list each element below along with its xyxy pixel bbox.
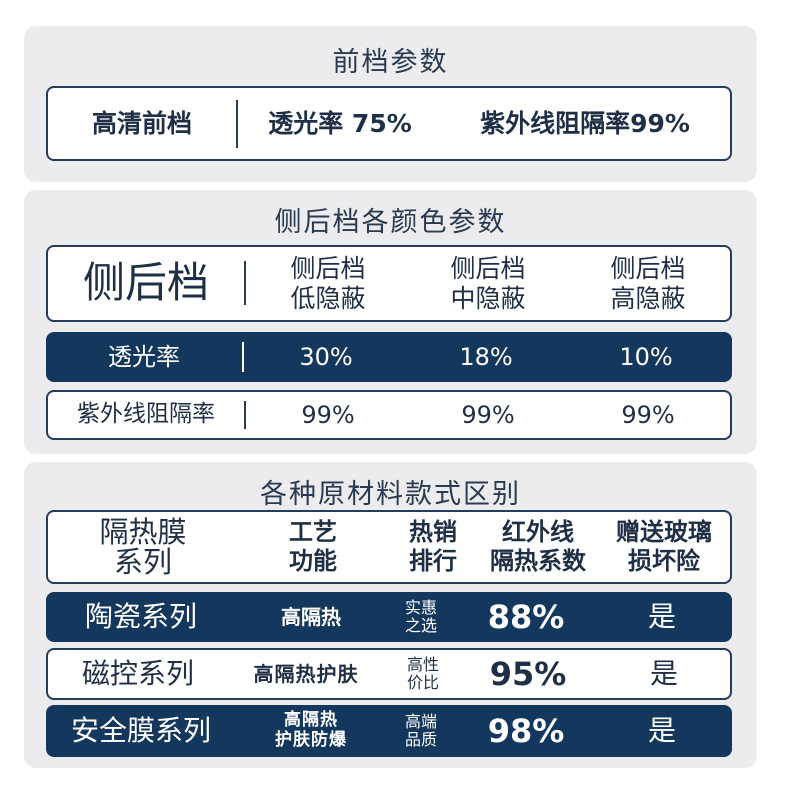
front-box: 高清前档 透光率 75% 紫外线阻隔率99% [46,86,732,161]
front-label: 高清前档 [91,108,192,138]
side-col-high-line2: 高隐蔽 [610,283,686,313]
side-col-mid-line2: 中隐蔽 [450,283,526,313]
side-uv-high: 99% [621,400,675,429]
safety-rank-line2: 品质 [404,730,437,749]
side-label: 侧后档 [82,258,209,308]
front-transmittance: 透光率 75% [268,108,412,138]
magnetron-coef: 95% [489,654,567,693]
front-divider [236,100,238,148]
materials-header-coef-line1: 红外线 [502,518,574,547]
materials-header-box: 隔热膜 系列 工艺 功能 热销 排行 红外线 隔热系数 赠送玻璃 损坏险 [46,510,732,584]
materials-header-coef: 红外线 隔热系数 [478,512,598,582]
ceramic-series: 陶瓷系列 [84,600,197,634]
materials-header-rank-line1: 热销 [409,518,457,547]
magnetron-function: 高隔热护肤 [253,662,359,686]
materials-header-insurance: 赠送玻璃 损坏险 [598,512,730,582]
safety-coef: 98% [487,711,565,750]
front-uv: 紫外线阻隔率99% [480,108,690,138]
side-col-high-line1: 侧后档 [610,253,686,283]
side-header-divider [244,261,246,305]
side-col-high: 侧后档 高隐蔽 [568,247,728,320]
safety-series: 安全膜系列 [70,714,211,748]
materials-header-coef-line2: 隔热系数 [490,547,586,575]
materials-header-rank: 热销 排行 [388,512,478,582]
side-col-low-line1: 侧后档 [290,253,366,283]
ceramic-insurance: 是 [647,600,676,634]
materials-title: 各种原材料款式区别 [260,479,521,510]
materials-row-magnetron: 磁控系列 高隔热护肤 高性 价比 95% 是 [46,648,732,700]
magnetron-rank-line1: 高性 [406,655,439,675]
safety-function-line2: 护肤防爆 [275,730,347,750]
side-col-mid: 侧后档 中隐蔽 [408,247,568,320]
magnetron-insurance: 是 [649,657,678,691]
side-row-transmittance-divider [242,342,244,372]
ceramic-coef: 88% [487,597,565,636]
side-uv-mid: 99% [461,400,515,429]
side-col-low-line2: 低隐蔽 [290,283,366,313]
magnetron-rank: 高性 价比 [388,650,458,698]
side-transmittance-mid: 18% [459,342,513,371]
side-header-box: 侧后档 侧后档 低隐蔽 侧后档 中隐蔽 侧后档 高隐蔽 [46,245,732,322]
materials-panel: 各种原材料款式区别 隔热膜 系列 工艺 功能 热销 排行 红外线 隔热系数 赠送… [24,462,757,768]
materials-header-series-line1: 隔热膜 [99,514,187,549]
safety-rank: 高端 品质 [386,705,456,757]
ceramic-rank-line1: 实惠 [404,598,437,618]
ceramic-function: 高隔热 [281,605,341,629]
materials-header-series: 隔热膜 系列 [48,512,238,582]
materials-header-function-line1: 工艺 [289,518,337,547]
front-panel: 前档参数 高清前档 透光率 75% 紫外线阻隔率99% [24,26,757,182]
materials-row-safety: 安全膜系列 高隔热 护肤防爆 高端 品质 98% 是 [46,705,732,757]
materials-header-insurance-line2: 损坏险 [628,547,700,575]
side-col-low: 侧后档 低隐蔽 [248,247,408,320]
side-row-transmittance: 透光率 30% 18% 10% [46,332,732,382]
side-transmittance-low: 30% [299,342,353,371]
materials-header-rank-line2: 排行 [409,547,457,575]
safety-function-line1: 高隔热 [284,710,338,731]
ceramic-rank: 实惠 之选 [386,592,456,642]
materials-row-ceramic: 陶瓷系列 高隔热 实惠 之选 88% 是 [46,592,732,642]
ceramic-rank-line2: 之选 [404,616,437,635]
safety-function: 高隔热 护肤防爆 [236,705,386,757]
side-panel: 侧后档各颜色参数 侧后档 侧后档 低隐蔽 侧后档 中隐蔽 侧后档 高隐蔽 透光率… [24,190,757,454]
side-row-transmittance-label: 透光率 [108,342,180,371]
materials-header-series-line2: 系列 [113,545,172,579]
side-row-uv-label: 紫外线阻隔率 [77,401,215,428]
safety-rank-line1: 高端 [404,712,437,732]
side-row-uv: 紫外线阻隔率 99% 99% 99% [46,390,732,440]
side-uv-low: 99% [301,400,355,429]
side-col-mid-line1: 侧后档 [450,253,526,283]
magnetron-series: 磁控系列 [81,657,194,691]
materials-header-insurance-line1: 赠送玻璃 [616,518,712,547]
materials-header-function: 工艺 功能 [238,512,388,582]
front-title: 前档参数 [332,47,449,78]
safety-insurance: 是 [647,714,676,748]
side-row-uv-divider [244,401,246,429]
materials-header-function-line2: 功能 [289,547,337,575]
magnetron-rank-line2: 价比 [406,673,439,692]
side-transmittance-high: 10% [619,342,673,371]
side-title: 侧后档各颜色参数 [274,207,507,238]
